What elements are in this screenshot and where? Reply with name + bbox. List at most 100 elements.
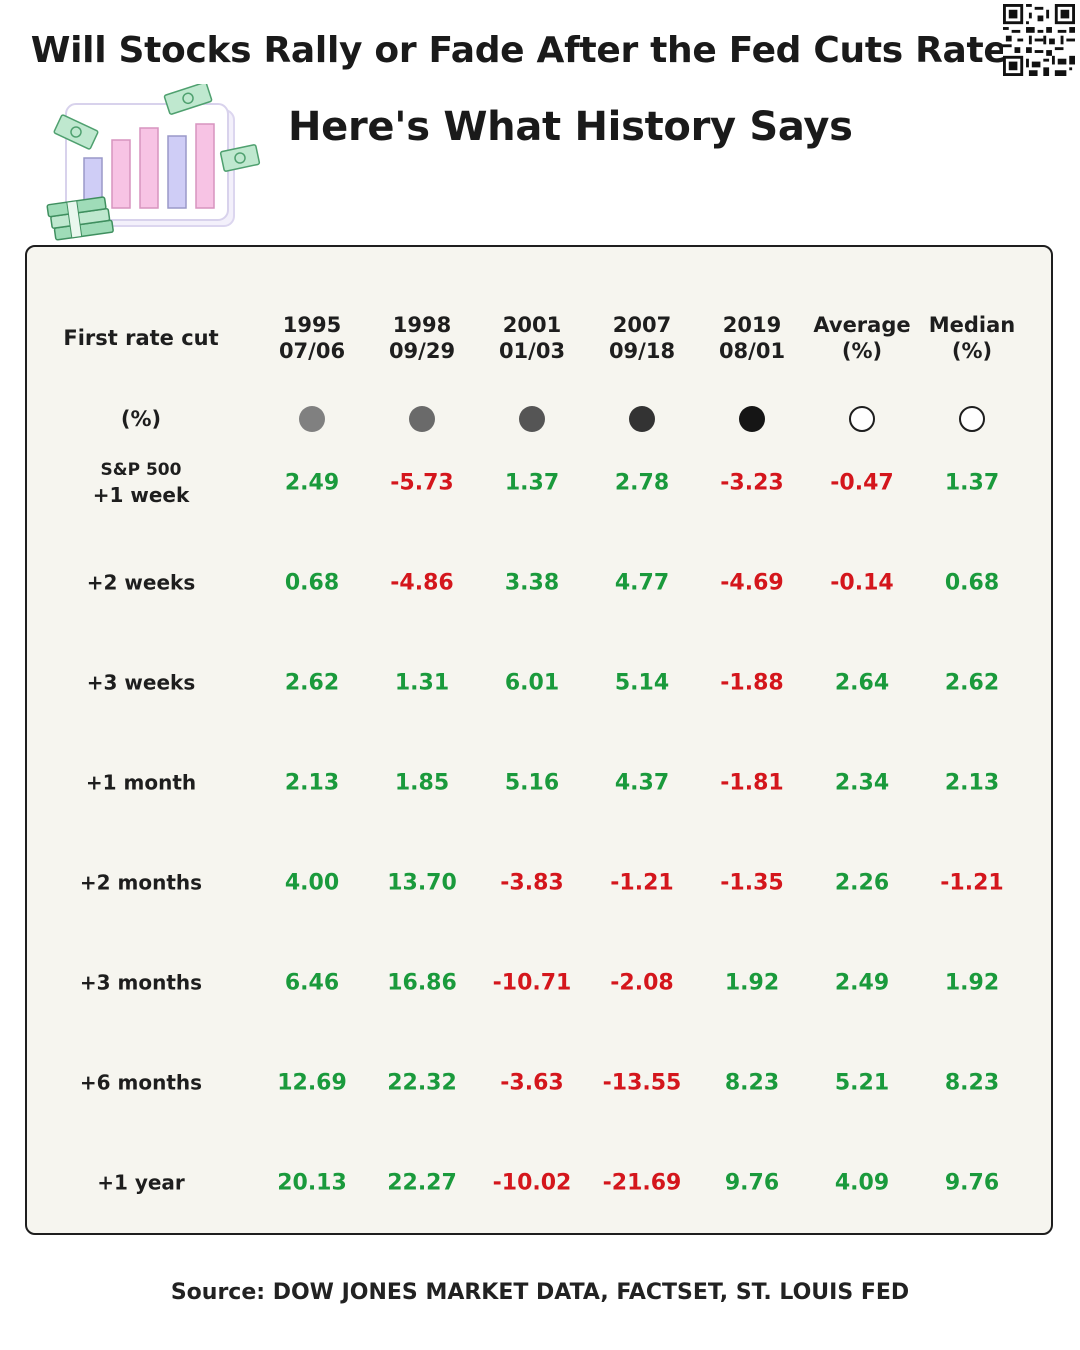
column-header-line2: (%) — [841, 339, 883, 363]
value-cell: 4.00 — [284, 870, 340, 896]
value-cell: 2.26 — [834, 870, 890, 896]
value-cell: 1.37 — [944, 470, 1000, 496]
series-dot-icon — [849, 406, 875, 432]
row-label: +1 month — [86, 771, 196, 796]
row-label-text: +2 months — [79, 870, 203, 895]
value-cell: 4.77 — [614, 570, 670, 596]
corner-label: First rate cut — [63, 326, 219, 350]
value-cell: 9.76 — [944, 1170, 1000, 1196]
value-cell: -21.69 — [602, 1170, 682, 1196]
value-cell: -3.83 — [500, 870, 564, 896]
row-label-text: +3 weeks — [86, 670, 196, 695]
value-cell: 12.69 — [277, 1070, 347, 1096]
value-cell: 1.85 — [394, 770, 450, 796]
value-cell: 5.21 — [834, 1070, 890, 1096]
value-cell: 13.70 — [387, 870, 457, 896]
value-cell: -4.69 — [720, 570, 784, 596]
value-cell: 8.23 — [724, 1070, 780, 1096]
series-dot-icon — [299, 406, 325, 432]
series-dot-icon — [519, 406, 545, 432]
value-cell: 20.13 — [277, 1170, 347, 1196]
row-label-text: +1 month — [85, 770, 197, 795]
value-cell: -1.88 — [720, 670, 784, 696]
value-cell: -2.08 — [610, 970, 674, 996]
value-cell: 2.13 — [284, 770, 340, 796]
value-cell: 2.64 — [834, 670, 890, 696]
value-cell: -3.23 — [720, 470, 784, 496]
column-header-line2: 08/01 — [718, 339, 786, 363]
value-cell: 0.68 — [944, 570, 1000, 596]
value-cell: 16.86 — [387, 970, 457, 996]
series-dot-icon — [959, 406, 985, 432]
value-cell: 4.09 — [834, 1170, 890, 1196]
value-cell: 6.46 — [284, 970, 340, 996]
value-cell: -3.63 — [500, 1070, 564, 1096]
unit-label: (%) — [120, 407, 162, 431]
value-cell: -1.21 — [940, 870, 1004, 896]
row-label-text: +2 weeks — [86, 570, 196, 595]
returns-table: First rate cut (%) 1995 07/06 1998 09/29 200… — [25, 245, 1053, 1235]
value-cell: -4.86 — [390, 570, 454, 596]
value-cell: 22.27 — [387, 1170, 457, 1196]
value-cell: -13.55 — [602, 1070, 682, 1096]
value-cell: 2.13 — [944, 770, 1000, 796]
value-cell: 1.92 — [724, 970, 780, 996]
column-header-line2: 07/06 — [278, 339, 346, 363]
value-cell: 0.68 — [284, 570, 340, 596]
value-cell: 9.76 — [724, 1170, 780, 1196]
value-cell: 2.62 — [284, 670, 340, 696]
row-label-text: +3 months — [79, 970, 203, 995]
value-cell: 22.32 — [387, 1070, 457, 1096]
column-header-line1: Average — [813, 313, 911, 337]
row-label-text: +6 months — [79, 1070, 203, 1095]
value-cell: 6.01 — [504, 670, 560, 696]
column-header: 1998 09/29 — [389, 312, 455, 364]
row-label: S&P 500 +1 week — [93, 458, 190, 508]
value-cell: -1.21 — [610, 870, 674, 896]
column-header-line2: 01/03 — [498, 339, 566, 363]
value-cell: -0.14 — [830, 570, 894, 596]
column-header-line1: 2007 — [612, 313, 672, 337]
series-dot-icon — [629, 406, 655, 432]
qr-code-icon — [1003, 4, 1075, 76]
column-header-line1: 2001 — [502, 313, 562, 337]
page-subtitle: Here's What History Says — [288, 104, 853, 150]
column-header: 2001 01/03 — [499, 312, 565, 364]
value-cell: 2.34 — [834, 770, 890, 796]
column-header: Average (%) — [813, 312, 910, 364]
row-label-text: +1 year — [97, 1170, 185, 1195]
column-header-line2: (%) — [951, 339, 993, 363]
value-cell: -10.71 — [492, 970, 572, 996]
value-cell: 1.31 — [394, 670, 450, 696]
value-cell: -1.81 — [720, 770, 784, 796]
series-dot-icon — [409, 406, 435, 432]
value-cell: 2.62 — [944, 670, 1000, 696]
row-label: +2 weeks — [87, 571, 195, 596]
value-cell: 5.14 — [614, 670, 670, 696]
value-cell: -1.35 — [720, 870, 784, 896]
value-cell: 4.37 — [614, 770, 670, 796]
value-cell: 2.78 — [614, 470, 670, 496]
row-label-top: S&P 500 — [100, 460, 182, 480]
column-header: Median (%) — [929, 312, 1016, 364]
row-label: +2 months — [80, 871, 202, 896]
series-dot-icon — [739, 406, 765, 432]
value-cell: 8.23 — [944, 1070, 1000, 1096]
column-header-line1: 1998 — [392, 313, 452, 337]
value-cell: 2.49 — [284, 470, 340, 496]
row-label: +1 year — [97, 1171, 185, 1196]
row-label: +6 months — [80, 1071, 202, 1096]
value-cell: 3.38 — [504, 570, 560, 596]
bar-chart-money-illustration — [46, 84, 261, 241]
value-cell: 2.49 — [834, 970, 890, 996]
value-cell: -5.73 — [390, 470, 454, 496]
column-header-line2: 09/29 — [388, 339, 456, 363]
page-title: Will Stocks Rally or Fade After the Fed … — [30, 30, 1050, 71]
value-cell: 1.92 — [944, 970, 1000, 996]
value-cell: 1.37 — [504, 470, 560, 496]
value-cell: -10.02 — [492, 1170, 572, 1196]
row-label: +3 months — [80, 971, 202, 996]
value-cell: -0.47 — [830, 470, 894, 496]
column-header-line1: 1995 — [282, 313, 342, 337]
column-header-line1: Median — [928, 313, 1016, 337]
